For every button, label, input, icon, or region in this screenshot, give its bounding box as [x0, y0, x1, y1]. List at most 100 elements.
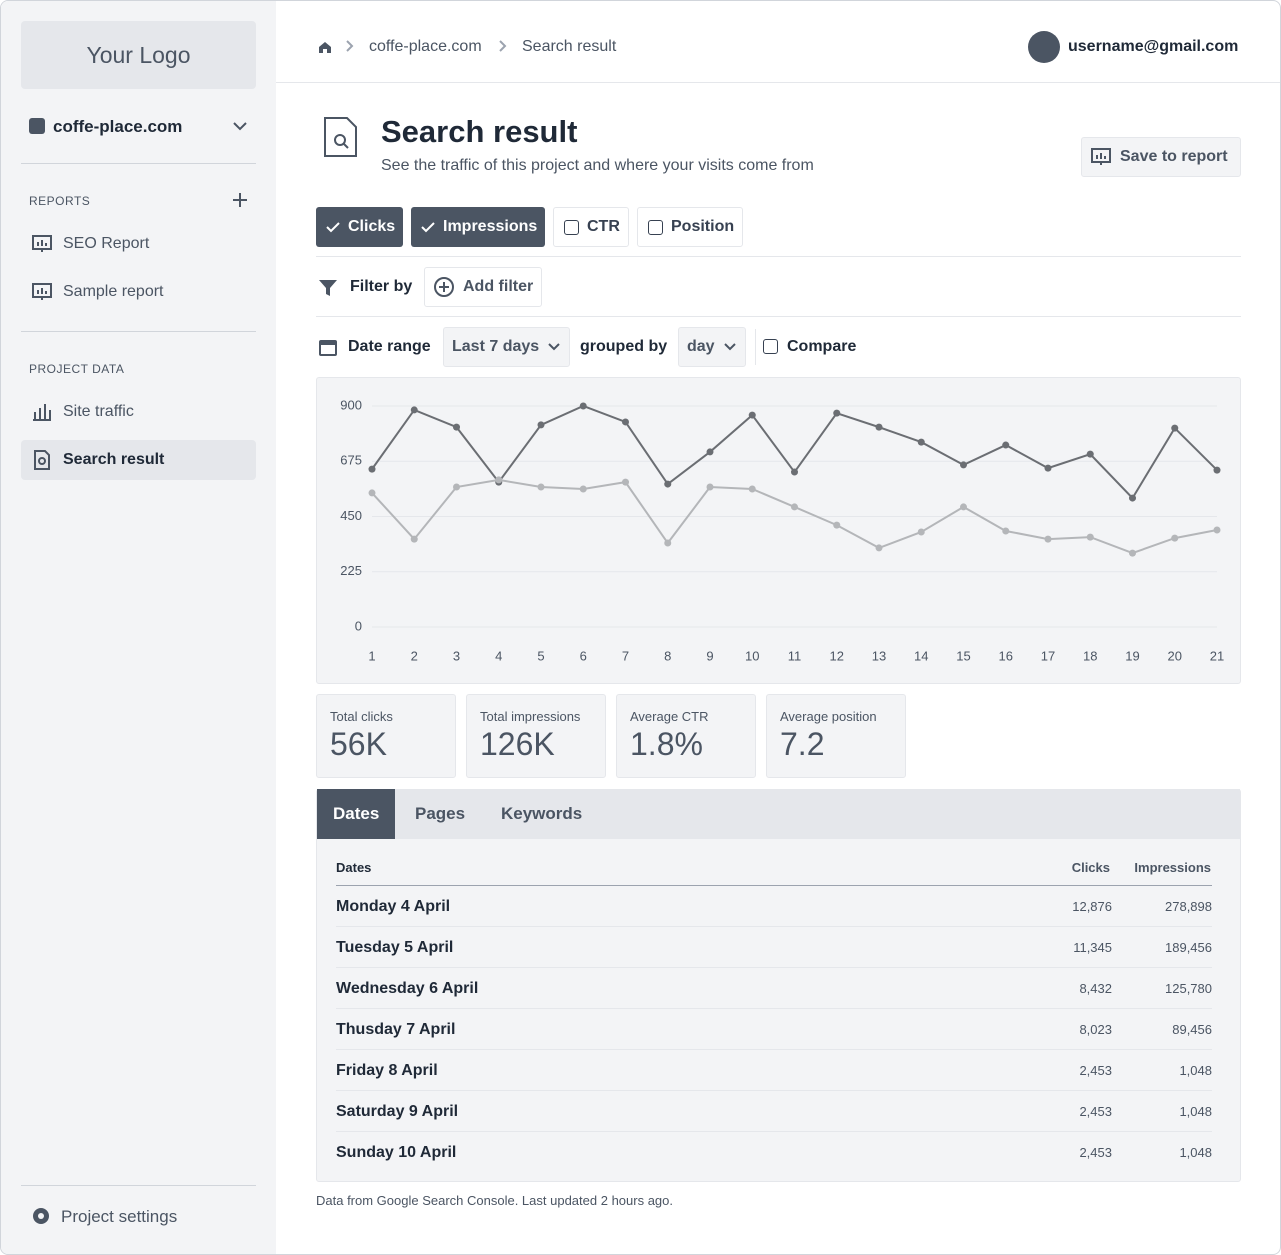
- compare-checkbox[interactable]: [763, 339, 778, 354]
- data-point: [875, 544, 883, 552]
- column-header: Dates: [336, 860, 372, 875]
- table-cell: 89,456: [1172, 1022, 1212, 1037]
- group-select[interactable]: day: [678, 327, 746, 367]
- metric-toggle[interactable]: Clicks: [316, 207, 404, 247]
- y-tick-label: 450: [340, 508, 362, 523]
- x-tick-label: 2: [411, 648, 418, 663]
- logo[interactable]: Your Logo: [21, 21, 256, 89]
- nav-item[interactable]: Site traffic: [21, 392, 256, 432]
- stat-card: Total clicks 56K: [316, 694, 456, 778]
- x-tick-label: 3: [453, 648, 460, 663]
- table-row: Thusday 7 April 8,023 89,456: [336, 1009, 1212, 1050]
- x-tick-label: 5: [537, 648, 544, 663]
- table-row: Wednesday 6 April 8,432 125,780: [336, 968, 1212, 1009]
- table-cell: 2,453: [1079, 1104, 1112, 1119]
- table-cell: 8,432: [1079, 981, 1112, 996]
- header-border: [276, 82, 1280, 83]
- column-header: Impressions: [1134, 860, 1211, 875]
- table-row: Sunday 10 April 2,453 1,048: [336, 1132, 1212, 1173]
- add-filter-label: Add filter: [463, 278, 534, 295]
- toggle-label: Position: [671, 218, 735, 235]
- home-icon[interactable]: [317, 39, 333, 55]
- data-point: [1213, 526, 1221, 534]
- data-point: [495, 476, 503, 484]
- table-panel: [316, 789, 1241, 1182]
- nav-label: Sample report: [63, 283, 164, 300]
- footnote: Data from Google Search Console. Last up…: [316, 1193, 673, 1208]
- report-icon: [32, 235, 52, 252]
- save-button[interactable]: Save to report: [1081, 137, 1241, 177]
- data-point: [1213, 466, 1221, 474]
- x-tick-label: 11: [788, 648, 802, 663]
- chevron: [233, 122, 247, 131]
- nav-item[interactable]: SEO Report: [21, 224, 256, 264]
- date-label: Date range: [348, 338, 431, 355]
- data-point: [664, 480, 672, 488]
- x-tick-label: 7: [622, 648, 629, 663]
- breadcrumb[interactable]: Search result: [522, 38, 617, 55]
- separator: [21, 331, 256, 332]
- settings-link[interactable]: Project settings: [61, 1207, 178, 1226]
- add-report[interactable]: [232, 192, 248, 208]
- data-point: [875, 423, 883, 431]
- table-row: Tuesday 5 April 11,345 189,456: [336, 927, 1212, 968]
- tab-bar: [317, 789, 1240, 839]
- stat-value: 1.8%: [630, 726, 703, 762]
- date-range[interactable]: Last 7 days: [443, 327, 571, 367]
- nav-item[interactable]: Search result: [21, 440, 256, 480]
- tab[interactable]: Pages: [415, 804, 466, 823]
- tab[interactable]: Keywords: [501, 804, 583, 823]
- metric-toggle[interactable]: Impressions: [411, 207, 546, 247]
- data-point: [1171, 534, 1179, 542]
- tab[interactable]: Dates: [317, 789, 396, 839]
- avatar[interactable]: [1028, 31, 1060, 63]
- breadcrumb[interactable]: coffe-place.com: [369, 38, 482, 55]
- project-select[interactable]: coffe-place.com: [53, 117, 183, 136]
- page-title: Search result: [381, 114, 578, 149]
- table-cell: 1,048: [1179, 1104, 1212, 1119]
- user-email[interactable]: username@gmail.com: [1068, 38, 1239, 55]
- grouped-label: grouped by: [580, 338, 668, 355]
- data-point: [706, 483, 714, 491]
- add-filter[interactable]: Add filter: [424, 267, 543, 307]
- table-cell: 11,345: [1073, 940, 1112, 955]
- data-point: [622, 478, 629, 486]
- data-point: [1086, 533, 1094, 541]
- metric-toggle[interactable]: CTR: [553, 207, 629, 247]
- report-icon: [32, 283, 52, 300]
- filter-icon: [319, 280, 337, 296]
- nav-item[interactable]: Sample report: [21, 272, 256, 312]
- table-cell: 2,453: [1079, 1145, 1112, 1160]
- x-tick-label: 12: [830, 648, 844, 663]
- traffic-icon: [33, 404, 51, 421]
- compare-label: Compare: [787, 338, 857, 355]
- data-point: [1002, 441, 1010, 449]
- separator: [316, 256, 1241, 257]
- x-tick-label: 21: [1210, 648, 1224, 663]
- table-cell: 125,780: [1165, 981, 1212, 996]
- y-tick-label: 0: [355, 618, 362, 633]
- filter-label: Filter by: [350, 278, 413, 295]
- data-point: [368, 489, 376, 497]
- x-tick-label: 19: [1125, 648, 1139, 663]
- settings-icon: [33, 1208, 49, 1224]
- data-point: [833, 521, 841, 529]
- separator: [21, 1185, 256, 1186]
- x-tick-label: 6: [580, 648, 587, 663]
- x-tick-label: 18: [1083, 648, 1097, 663]
- data-point: [1129, 494, 1136, 502]
- table-cell: 8,023: [1079, 1022, 1112, 1037]
- data-point: [537, 421, 545, 429]
- table-cell: Wednesday 6 April: [336, 980, 479, 997]
- x-tick-label: 16: [999, 648, 1013, 663]
- table-cell: Thusday 7 April: [336, 1021, 456, 1038]
- x-tick-label: 20: [1168, 648, 1182, 663]
- table-row: Saturday 9 April 2,453 1,048: [336, 1091, 1212, 1132]
- table-cell: 2,453: [1079, 1063, 1112, 1078]
- nav-label: SEO Report: [63, 235, 150, 252]
- table-cell: Sunday 10 April: [336, 1144, 457, 1161]
- stat-card: Average position 7.2: [766, 694, 906, 778]
- metric-toggle[interactable]: Position: [637, 207, 744, 247]
- data-point: [917, 438, 925, 446]
